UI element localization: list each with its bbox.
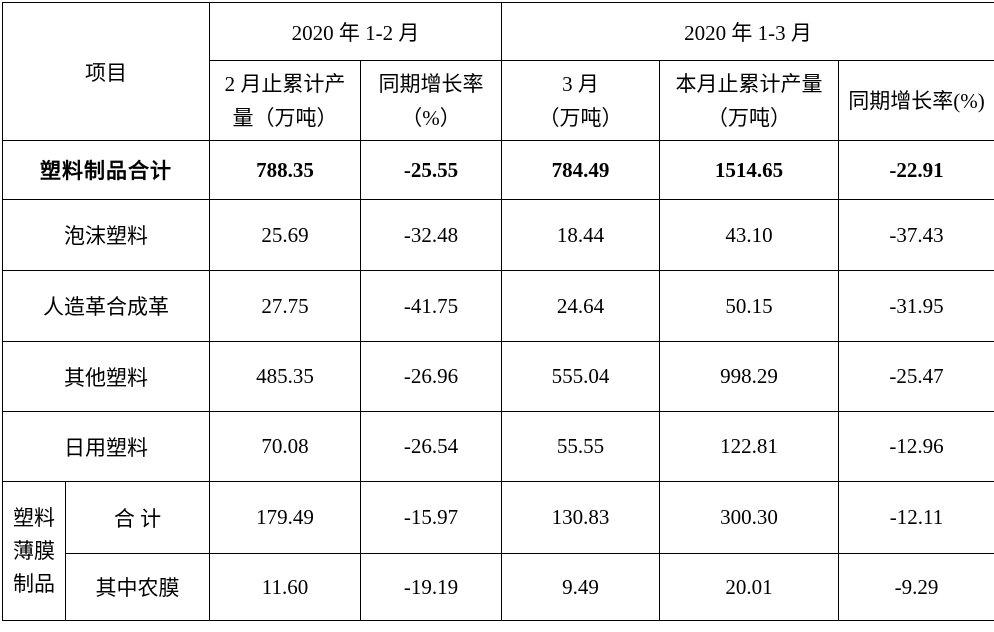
row-label-daily-use-plastic: 日用塑料 <box>2 411 210 482</box>
header-period-jan-feb: 2020 年 1-2 月 <box>209 2 502 61</box>
cell-march-cum: 300.30 <box>659 481 839 554</box>
cell-growth-mar: -37.43 <box>837 199 994 271</box>
cell-growth-mar: -22.91 <box>837 140 994 200</box>
cell-march-cum: 998.29 <box>659 341 839 412</box>
cell-march-cum: 1514.65 <box>659 140 839 200</box>
cell-feb-cum: 70.08 <box>209 411 361 482</box>
row-label-agricultural-film: 其中农膜 <box>65 553 210 621</box>
cell-growth-feb: -25.55 <box>360 140 502 200</box>
header-row-periods: 项目 2020 年 1-2 月 2020 年 1-3 月 <box>2 2 994 141</box>
cell-march: 130.83 <box>501 481 660 554</box>
cell-growth-mar: -12.11 <box>837 481 994 554</box>
header-col-growth-feb: 同期增长率 （%） <box>360 60 502 141</box>
cell-feb-cum: 27.75 <box>209 270 361 342</box>
table-row-total: 塑料制品合计 788.35 -25.55 784.49 1514.65 -22.… <box>2 140 994 200</box>
header-item-cell: 项目 <box>2 2 210 141</box>
cell-growth-feb: -26.96 <box>360 341 502 412</box>
cell-march: 24.64 <box>501 270 660 342</box>
header-col-growth-mar: 同期增长率(%) <box>837 60 994 141</box>
row-label-total: 塑料制品合计 <box>2 140 210 200</box>
cell-feb-cum: 25.69 <box>209 199 361 271</box>
cell-march-cum: 50.15 <box>659 270 839 342</box>
cell-growth-feb: -32.48 <box>360 199 502 271</box>
cell-march: 9.49 <box>501 553 660 621</box>
header-row-columns: 2 月止累计产 量（万吨） 同期增长率 （%） 3 月 （万吨） 本月止累计产量… <box>3 60 994 141</box>
cell-march-cum: 122.81 <box>659 411 839 482</box>
table-row-daily-use-plastic: 日用塑料 70.08 -26.54 55.55 122.81 -12.96 <box>2 411 994 482</box>
cell-growth-feb: -19.19 <box>360 553 502 621</box>
table-row-foam-plastic: 泡沫塑料 25.69 -32.48 18.44 43.10 -37.43 <box>2 199 994 271</box>
table-row-film-total: 塑料 薄膜 制品 合 计 179.49 -15.97 130.83 300.30… <box>2 481 994 621</box>
cell-march: 55.55 <box>501 411 660 482</box>
cell-growth-mar: -31.95 <box>837 270 994 342</box>
cell-feb-cum: 179.49 <box>209 481 361 554</box>
cell-march: 18.44 <box>501 199 660 271</box>
cell-feb-cum: 11.60 <box>209 553 361 621</box>
row-group-label-plastic-film: 塑料 薄膜 制品 <box>2 481 66 621</box>
cell-growth-feb: -41.75 <box>360 270 502 342</box>
table-row-agricultural-film: 其中农膜 11.60 -19.19 9.49 20.01 -9.29 <box>3 553 994 621</box>
cell-march: 555.04 <box>501 341 660 412</box>
cell-march-cum: 43.10 <box>659 199 839 271</box>
row-label-other-plastic: 其他塑料 <box>2 341 210 412</box>
header-col-feb-cumulative: 2 月止累计产 量（万吨） <box>209 60 361 141</box>
cell-feb-cum: 788.35 <box>209 140 361 200</box>
cell-growth-mar: -12.96 <box>837 411 994 482</box>
row-label-synthetic-leather: 人造革合成革 <box>2 270 210 342</box>
table-row-synthetic-leather: 人造革合成革 27.75 -41.75 24.64 50.15 -31.95 <box>2 270 994 342</box>
cell-march: 784.49 <box>501 140 660 200</box>
cell-growth-mar: -9.29 <box>837 553 994 621</box>
table-row-other-plastic: 其他塑料 485.35 -26.96 555.04 998.29 -25.47 <box>2 341 994 412</box>
cell-growth-feb: -26.54 <box>360 411 502 482</box>
cell-growth-feb: -15.97 <box>360 481 502 554</box>
cell-march-cum: 20.01 <box>659 553 839 621</box>
cell-feb-cum: 485.35 <box>209 341 361 412</box>
plastic-production-table: 项目 2020 年 1-2 月 2020 年 1-3 月 2 月止累计产 量（万… <box>2 2 994 621</box>
header-col-march-cumulative: 本月止累计产量 （万吨） <box>659 60 839 141</box>
row-label-film-total: 合 计 <box>65 481 210 554</box>
row-label-foam-plastic: 泡沫塑料 <box>2 199 210 271</box>
header-period-jan-mar: 2020 年 1-3 月 <box>500 2 994 61</box>
cell-growth-mar: -25.47 <box>837 341 994 412</box>
header-col-march: 3 月 （万吨） <box>501 60 660 141</box>
